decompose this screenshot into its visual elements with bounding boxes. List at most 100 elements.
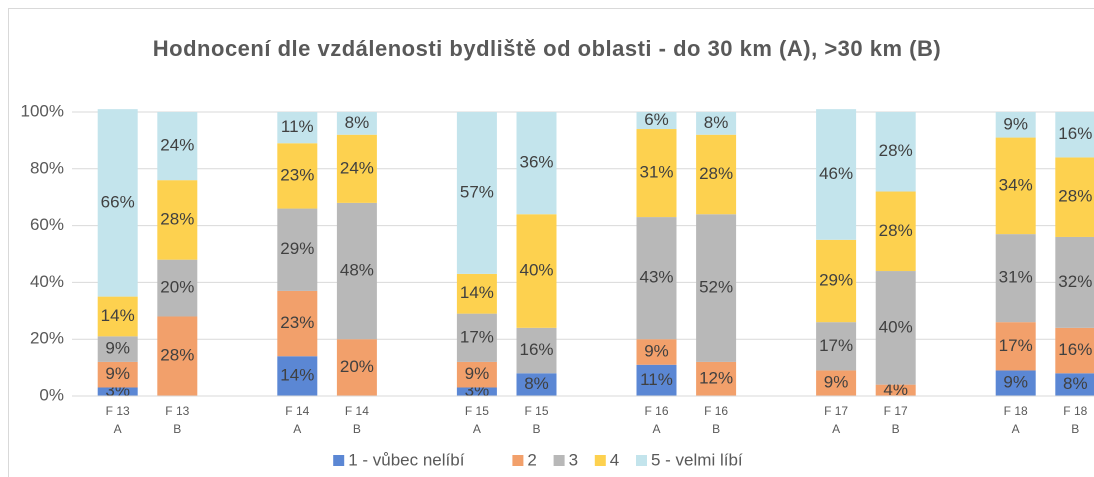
x-tick-label: F 15 B [524,404,549,436]
data-label: 9% [105,339,130,358]
bar-segment [97,387,138,396]
y-tick-label: 100% [21,101,64,120]
data-label: 24% [160,136,194,155]
legend-label: 1 - vůbec nelíbí [348,450,465,469]
bar-segment [1055,373,1094,396]
data-label: 20% [340,357,374,376]
bar-segment [696,214,737,362]
bar-segment [456,112,497,274]
bar-segment [277,356,318,396]
y-tick-label: 80% [30,158,64,177]
data-label: 14% [280,366,314,385]
legend-label: 2 [527,450,536,469]
bar-segment [995,234,1036,323]
bar-segment [636,339,677,365]
bar-segment [336,112,377,135]
data-label: 8% [524,374,549,393]
bar-segment [816,239,857,323]
data-label: 11% [281,117,314,136]
data-label: 23% [280,165,314,184]
bar-segment [456,313,497,362]
bar-segment [875,271,916,385]
data-label: 12% [699,368,733,387]
bar-segment [157,180,198,260]
bar-segment [516,373,557,396]
bar-segment [456,361,497,388]
data-label: 57% [460,182,494,201]
legend-swatch [553,455,565,466]
bar-segment [875,384,916,396]
x-tick-label: F 13 B [165,404,190,436]
bar-segment [696,134,737,215]
x-tick-label: F 18 A [1003,404,1028,436]
y-tick-label: 60% [30,215,64,234]
data-label: 8% [345,113,370,132]
x-tick-label: F 13 A [105,404,130,436]
bar-segment [816,370,857,396]
bar-segment [636,112,677,130]
bar-segment [995,137,1036,235]
data-label: 43% [639,268,673,287]
data-label: 16% [519,340,553,359]
data-label: 40% [519,261,553,280]
bar-segment [456,387,497,396]
bar-segment [875,112,916,192]
data-label: 6% [644,110,669,129]
bar-segment [1055,327,1094,374]
data-label: 28% [1058,187,1092,206]
x-tick-label: F 16 B [704,404,729,436]
bar-segment [995,112,1036,138]
data-label: 29% [819,270,853,289]
bar-segment [157,259,198,317]
legend-swatch [636,455,647,466]
data-label: 17% [999,336,1033,355]
bar-segment [1055,157,1094,237]
bar-segment [336,339,377,396]
bar-segment [995,370,1036,396]
data-label: 28% [879,221,913,240]
legend-swatch [512,455,524,466]
bar-segment [995,322,1036,371]
bar-segment [277,290,318,357]
data-label: 23% [280,313,314,332]
data-label: 31% [999,268,1033,287]
data-label: 46% [819,164,853,183]
bar-segment [516,327,557,374]
data-label: 66% [101,192,135,211]
bar-segment [97,296,138,337]
data-label: 48% [340,261,374,280]
x-tick-label: F 16 A [644,404,669,436]
data-label: 8% [1063,374,1088,393]
legend-swatch [594,455,606,466]
data-label: 16% [1058,124,1092,143]
data-label: 36% [519,153,553,172]
x-tick-label: F 17 B [883,404,908,436]
data-label: 24% [340,158,374,177]
data-label: 28% [160,346,194,365]
legend-label: 5 - velmi líbí [651,450,743,469]
legend-label: 4 [610,450,619,469]
bar-segment [157,316,198,396]
bar-segment [696,361,737,396]
bar-segment [277,112,318,144]
data-label: 9% [1003,373,1028,392]
data-label: 14% [101,306,135,325]
data-label: 17% [460,327,494,346]
data-label: 8% [704,113,729,132]
data-label: 9% [824,373,849,392]
bar-segment [277,208,318,291]
chart-border [8,8,1094,477]
chart-title: Hodnocení dle vzdálenosti bydliště od ob… [152,36,942,61]
bar-segment [97,361,138,388]
data-label: 40% [879,317,913,336]
data-label: 34% [999,175,1033,194]
data-label: 11% [640,370,673,389]
bar-segment [1055,236,1094,328]
bar-segment [696,112,737,135]
bar-segment [157,112,198,181]
y-tick-label: 20% [30,329,64,348]
bar-segment [516,112,557,215]
bar-segment [277,143,318,209]
bar-segment [636,364,677,396]
